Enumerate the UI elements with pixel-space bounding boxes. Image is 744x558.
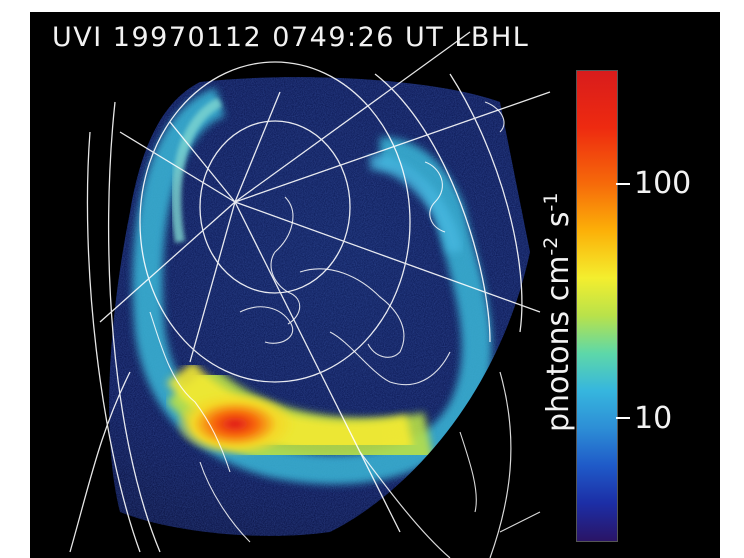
auroral-image	[69, 31, 551, 558]
colorbar-tick-label-10: 10	[634, 401, 673, 436]
coastlines	[149, 101, 505, 543]
unit-exp-cm: -2	[540, 236, 562, 256]
image-panel: UVI 19970112 0749:26 UT LBHL 100 10 phot…	[30, 12, 720, 558]
unit-s: s	[541, 211, 576, 237]
colorbar-tick-100	[616, 183, 630, 185]
image-title: UVI 19970112 0749:26 UT LBHL	[52, 22, 530, 53]
map-grid	[69, 31, 551, 553]
outer-graticule	[359, 371, 541, 558]
unit-exp-s: -1	[540, 192, 562, 212]
unit-base: photons cm	[541, 255, 576, 432]
colorbar	[576, 70, 618, 542]
colorbar-tick-label-100: 100	[634, 166, 692, 201]
colorbar-tick-10	[616, 417, 630, 419]
hot-spot	[175, 392, 295, 456]
colorbar-unit-label: photons cm-2 s-1	[540, 192, 576, 432]
emission-disk	[109, 77, 530, 536]
